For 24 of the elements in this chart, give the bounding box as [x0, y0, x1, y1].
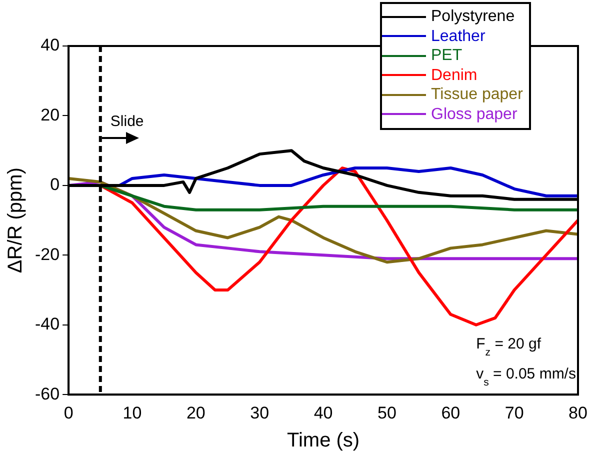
legend-label: Gloss paper: [431, 104, 518, 124]
x-tick-label: 50: [378, 403, 396, 422]
x-tick-label: 20: [186, 403, 206, 422]
annotation: Slide: [110, 113, 144, 130]
y-tick-label: 20: [40, 105, 60, 124]
x-tick-label: 30: [250, 403, 270, 422]
y-tick-label: 40: [40, 36, 60, 55]
y-axis-title: ΔR/R (ppm): [4, 168, 27, 274]
legend-label: Denim: [431, 66, 478, 85]
legend-label: Tissue paper: [431, 85, 523, 104]
x-tick-label: 0: [64, 403, 74, 422]
y-tick-label: 0: [50, 175, 60, 194]
legend-label: Leather: [431, 26, 486, 46]
x-axis-title: Time (s): [286, 430, 360, 452]
y-tick-label: -20: [34, 244, 60, 264]
x-tick-label: 10: [122, 403, 142, 422]
x-tick-label: 70: [504, 403, 524, 422]
x-tick-label: 40: [314, 403, 333, 422]
y-tick-label: -40: [34, 314, 60, 334]
legend-label: Polystyrene: [431, 7, 515, 26]
x-tick-label: 80: [568, 403, 588, 422]
legend-label: PET: [431, 46, 462, 66]
y-tick-label: -60: [34, 384, 60, 404]
x-tick-label: 60: [441, 403, 460, 422]
